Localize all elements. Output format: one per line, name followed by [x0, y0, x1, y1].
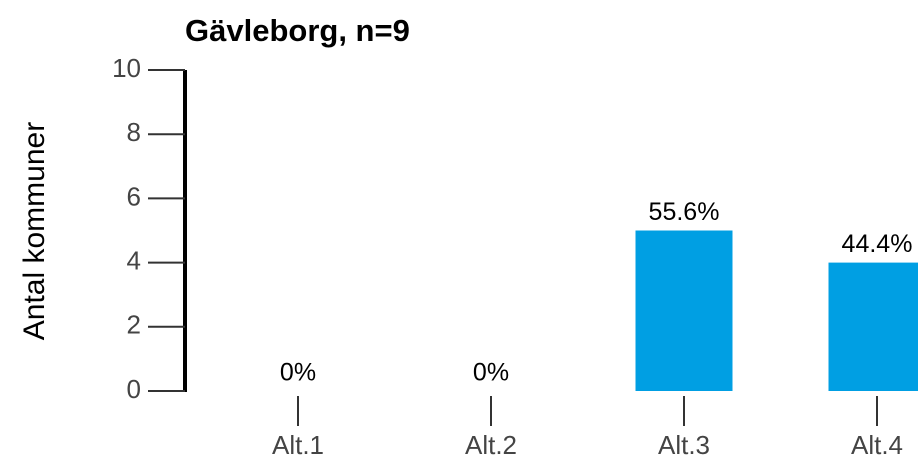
x-tick-label: Alt.1 [272, 430, 324, 460]
x-tick-label: Alt.3 [658, 430, 710, 460]
y-tick-label: 8 [127, 117, 141, 147]
x-tick-label: Alt.4 [851, 430, 903, 460]
y-axis-label: Antal kommuner [18, 122, 51, 340]
bar [828, 262, 918, 391]
y-tick-label: 10 [112, 53, 141, 83]
y-tick-label: 6 [127, 181, 141, 211]
value-label: 0% [280, 359, 316, 387]
value-label: 44.4% [842, 230, 913, 258]
y-tick-label: 4 [127, 245, 141, 275]
bar [635, 230, 733, 391]
value-label: 0% [473, 359, 509, 387]
x-tick-label: Alt.2 [465, 430, 517, 460]
y-tick-label: 2 [127, 310, 141, 340]
y-tick-label: 0 [127, 374, 141, 404]
value-label: 55.6% [649, 198, 720, 226]
chart-title: Gävleborg, n=9 [185, 13, 410, 48]
